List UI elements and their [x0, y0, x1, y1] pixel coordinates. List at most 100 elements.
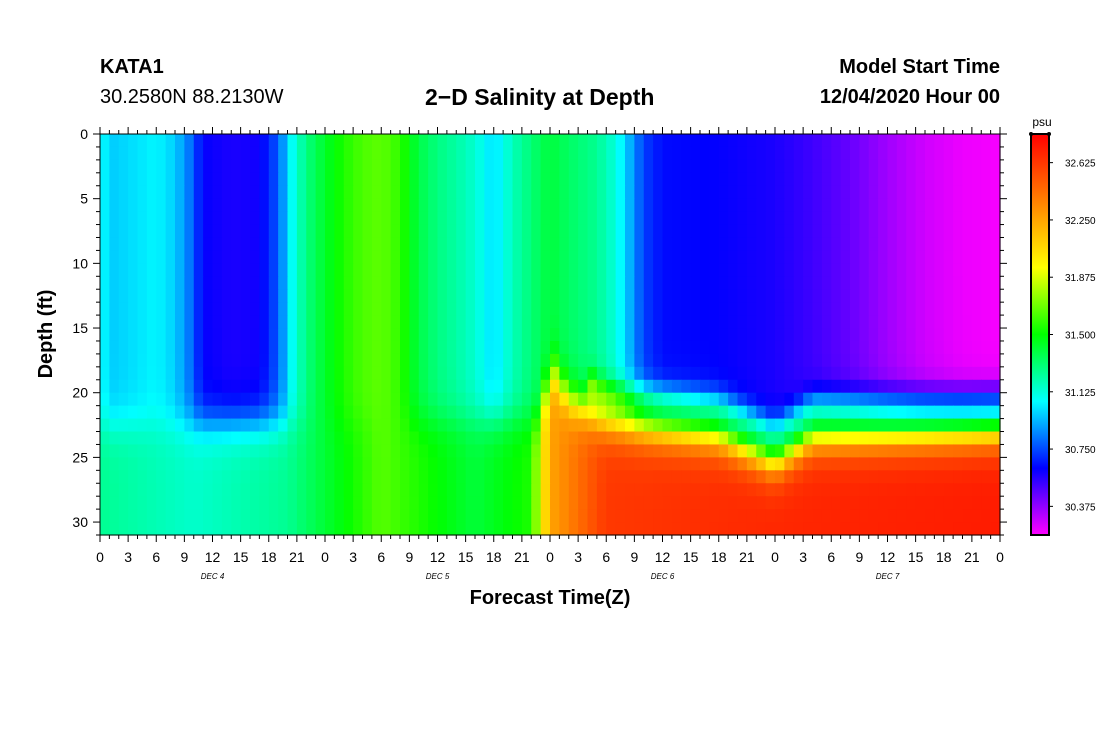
- heatmap-cell: [221, 302, 232, 316]
- heatmap-cell: [362, 509, 373, 523]
- heatmap-cell: [212, 134, 223, 148]
- heatmap-cell: [896, 224, 907, 239]
- heatmap-cell: [971, 276, 982, 290]
- heatmap-cell: [221, 340, 232, 355]
- heatmap-cell: [943, 496, 954, 510]
- heatmap-cell: [896, 159, 907, 174]
- heatmap-cell: [568, 509, 579, 523]
- heatmap-cell: [803, 185, 814, 200]
- heatmap-cell: [878, 496, 889, 510]
- heatmap-cell: [221, 211, 232, 226]
- heatmap-cell: [737, 159, 748, 174]
- heatmap-cell: [446, 172, 457, 187]
- heatmap-cell: [306, 340, 317, 355]
- heatmap-cell: [906, 483, 917, 497]
- heatmap-cell: [203, 405, 214, 420]
- x-tick-label: 21: [739, 549, 755, 565]
- heatmap-cell: [971, 509, 982, 523]
- heatmap-cell: [925, 276, 935, 290]
- heatmap-cell: [756, 263, 767, 277]
- heatmap-cell: [137, 198, 148, 213]
- heatmap-cell: [118, 366, 129, 381]
- heatmap-cell: [231, 315, 242, 329]
- heatmap-cell: [109, 237, 120, 252]
- chart-title: 2−D Salinity at Depth: [425, 84, 655, 110]
- heatmap-cell: [437, 211, 448, 226]
- heatmap-cell: [615, 198, 626, 213]
- heatmap-cell: [240, 496, 251, 510]
- heatmap-cell: [925, 198, 935, 213]
- heatmap-cell: [784, 250, 795, 264]
- heatmap-cell: [334, 405, 345, 420]
- heatmap-cell: [868, 237, 879, 252]
- heatmap-cell: [128, 340, 139, 355]
- heatmap-cell: [240, 146, 251, 161]
- heatmap-cell: [484, 172, 495, 187]
- heatmap-cell: [559, 302, 570, 316]
- heatmap-cell: [118, 276, 129, 290]
- heatmap-cell: [662, 496, 673, 510]
- heatmap-cell: [325, 522, 335, 536]
- heatmap-cell: [840, 483, 851, 497]
- heatmap-cell: [540, 483, 551, 497]
- heatmap-cell: [531, 340, 542, 355]
- heatmap-cell: [840, 470, 851, 484]
- heatmap-cell: [446, 211, 457, 226]
- heatmap-cell: [559, 470, 570, 484]
- heatmap-cell: [456, 509, 467, 523]
- heatmap-cell: [531, 366, 542, 381]
- heatmap-cell: [475, 211, 485, 226]
- heatmap-cell: [353, 172, 364, 187]
- heatmap-cell: [812, 509, 823, 523]
- heatmap-cell: [221, 405, 232, 420]
- heatmap-cell: [887, 496, 898, 510]
- heatmap-cell: [184, 159, 195, 174]
- heatmap-cell: [971, 366, 982, 381]
- heatmap-cell: [840, 134, 851, 148]
- y-tick-label: 5: [80, 191, 88, 207]
- heatmap-cell: [446, 509, 457, 523]
- heatmap-cell: [503, 134, 514, 148]
- heatmap-cell: [671, 444, 682, 458]
- heatmap-cell: [550, 496, 560, 510]
- heatmap-cell: [465, 224, 476, 239]
- heatmap-cell: [606, 328, 617, 342]
- heatmap-cell: [203, 392, 214, 407]
- heatmap-cell: [231, 418, 242, 433]
- heatmap-cell: [615, 353, 626, 368]
- heatmap-cell: [662, 366, 673, 381]
- heatmap-cell: [409, 405, 420, 420]
- heatmap-cell: [465, 470, 476, 484]
- heatmap-cell: [775, 185, 785, 200]
- heatmap-cell: [456, 198, 467, 213]
- heatmap-cell: [643, 431, 654, 446]
- heatmap-cell: [906, 237, 917, 252]
- heatmap-cell: [465, 405, 476, 420]
- heatmap-cell: [962, 263, 973, 277]
- heatmap-cell: [850, 405, 860, 420]
- heatmap-cell: [184, 211, 195, 226]
- heatmap-cell: [184, 379, 195, 394]
- heatmap-cell: [118, 328, 129, 342]
- heatmap-cell: [840, 431, 851, 446]
- heatmap-cell: [268, 366, 279, 381]
- heatmap-cell: [925, 431, 935, 446]
- heatmap-cell: [821, 366, 832, 381]
- heatmap-cell: [915, 522, 926, 536]
- heatmap-cell: [353, 418, 364, 433]
- heatmap-cell: [503, 444, 514, 458]
- heatmap-cell: [737, 276, 748, 290]
- heatmap-cell: [128, 276, 139, 290]
- heatmap-cell: [803, 340, 814, 355]
- heatmap-cell: [671, 237, 682, 252]
- heatmap-cell: [531, 496, 542, 510]
- heatmap-cell: [306, 405, 317, 420]
- heatmap-cell: [596, 211, 607, 226]
- heatmap-cell: [165, 392, 176, 407]
- heatmap-cell: [681, 315, 692, 329]
- heatmap-cell: [521, 366, 532, 381]
- heatmap-cell: [990, 237, 1001, 252]
- heatmap-cell: [428, 483, 439, 497]
- heatmap-cell: [240, 483, 251, 497]
- heatmap-cell: [887, 211, 898, 226]
